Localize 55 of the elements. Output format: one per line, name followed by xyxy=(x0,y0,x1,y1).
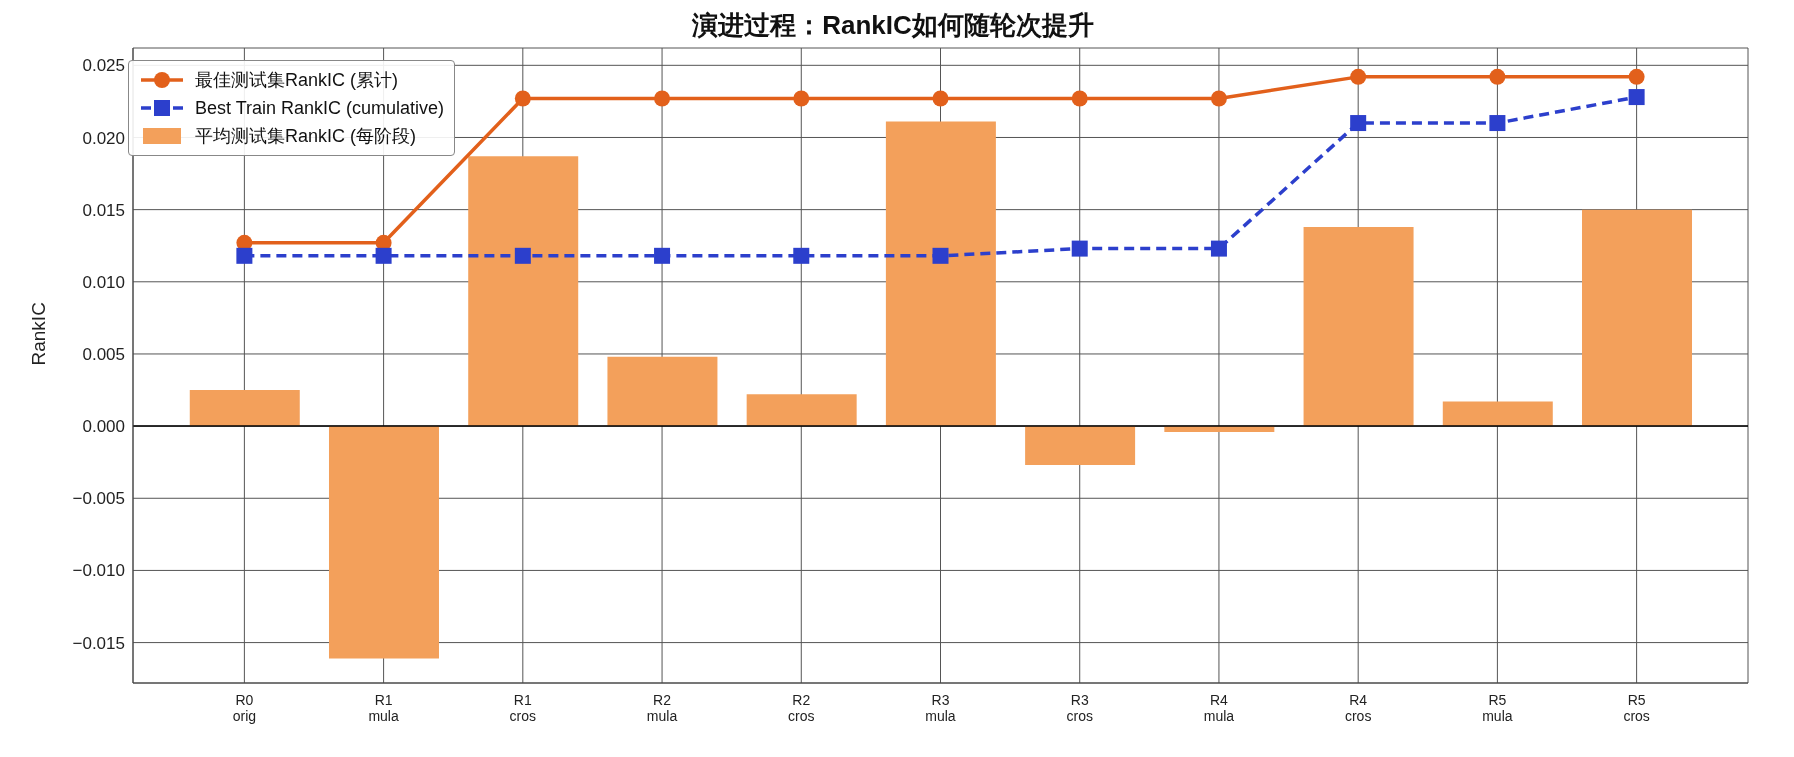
bar xyxy=(468,156,579,427)
y-tick-label: 0.015 xyxy=(82,200,125,220)
bar xyxy=(1025,426,1136,466)
legend-label: 平均测试集RankIC (每阶段) xyxy=(195,125,417,148)
point xyxy=(1489,115,1506,132)
point xyxy=(793,90,810,107)
bar xyxy=(1442,401,1553,427)
y-tick-label: −0.010 xyxy=(72,561,125,581)
x-tick-label: R2 cros xyxy=(788,692,815,724)
legend-label: Best Train RankIC (cumulative) xyxy=(195,97,445,119)
legend-label: 最佳测试集RankIC (累计) xyxy=(195,69,399,92)
x-tick-label: R3 mula xyxy=(925,692,956,724)
point xyxy=(1071,90,1088,107)
point xyxy=(1350,115,1367,132)
point xyxy=(514,90,531,107)
bar xyxy=(746,394,857,427)
y-tick-label: 0.005 xyxy=(82,344,125,364)
bar xyxy=(607,356,718,427)
point xyxy=(1628,89,1645,106)
bar xyxy=(189,390,300,427)
x-tick-label: R1 cros xyxy=(509,692,537,724)
y-tick-label: −0.015 xyxy=(72,633,125,653)
point xyxy=(1628,68,1645,85)
point xyxy=(514,247,531,264)
point xyxy=(793,247,810,264)
x-tick-label: R5 cros xyxy=(1623,692,1650,724)
y-axis-title: RankIC xyxy=(27,302,49,366)
bar xyxy=(885,121,996,427)
y-tick-label: −0.005 xyxy=(72,489,125,509)
x-tick-label: R2 mula xyxy=(646,692,678,724)
point xyxy=(1489,68,1506,85)
point xyxy=(932,90,949,107)
point xyxy=(932,247,949,264)
y-tick-label: 0.025 xyxy=(82,56,125,76)
point xyxy=(654,90,671,107)
bar xyxy=(1303,226,1414,427)
x-tick-label: R1 mula xyxy=(368,692,399,724)
x-tick-label: R5 mula xyxy=(1482,692,1513,724)
point xyxy=(375,247,392,264)
x-tick-label: R0 orig xyxy=(232,692,257,724)
x-tick-label: R3 cros xyxy=(1066,692,1093,724)
point xyxy=(654,247,671,264)
point xyxy=(1350,68,1367,85)
bar xyxy=(1582,209,1693,427)
y-tick-label: 0.010 xyxy=(82,272,125,292)
x-tick-label: R4 mula xyxy=(1203,692,1235,724)
point xyxy=(1210,240,1227,257)
point xyxy=(236,247,253,264)
point xyxy=(1071,240,1088,257)
chart-title: 演进过程：RankIC如何随轮次提升 xyxy=(691,9,1095,42)
y-tick-label: 0.000 xyxy=(82,417,125,437)
x-tick-label: R4 cros xyxy=(1344,692,1372,724)
y-tick-label: 0.020 xyxy=(82,128,125,148)
bar xyxy=(328,426,439,659)
point xyxy=(1210,90,1227,107)
